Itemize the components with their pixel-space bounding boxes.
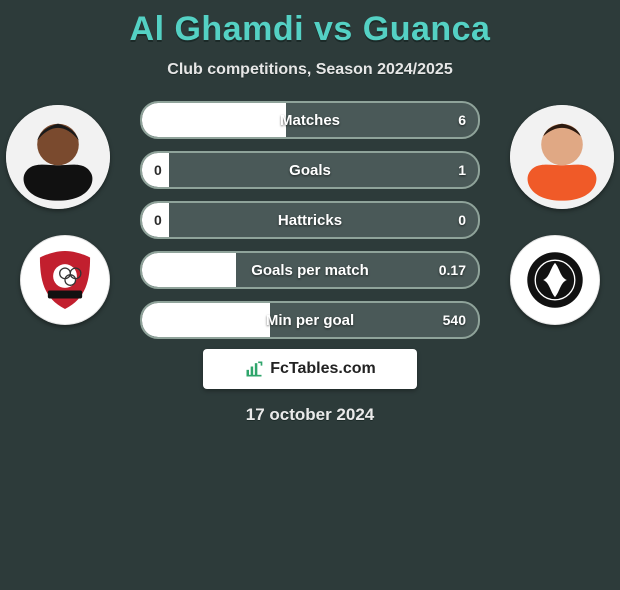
club-right-badge bbox=[510, 235, 600, 325]
stat-row-gpm: Goals per match0.17 bbox=[140, 251, 480, 289]
stat-row-goals: 0Goals1 bbox=[140, 151, 480, 189]
watermark-badge: FcTables.com bbox=[203, 349, 417, 389]
stat-right-value: 540 bbox=[443, 303, 466, 337]
player-left-avatar bbox=[6, 105, 110, 209]
stat-pill-list: Matches60Goals10Hattricks0Goals per matc… bbox=[140, 101, 480, 351]
page-title: Al Ghamdi vs Guanca bbox=[0, 10, 620, 49]
snapshot-date: 17 october 2024 bbox=[0, 405, 620, 425]
chart-bar-icon bbox=[244, 359, 264, 379]
stat-right-value: 1 bbox=[458, 153, 466, 187]
stat-row-hattricks: 0Hattricks0 bbox=[140, 201, 480, 239]
stat-row-matches: Matches6 bbox=[140, 101, 480, 139]
stat-right-value: 0 bbox=[458, 203, 466, 237]
stat-label: Min per goal bbox=[142, 303, 478, 337]
stat-label: Goals bbox=[142, 153, 478, 187]
watermark-text: FcTables.com bbox=[270, 360, 376, 378]
stat-label: Hattricks bbox=[142, 203, 478, 237]
club-right-svg bbox=[522, 247, 588, 313]
club-left-badge bbox=[20, 235, 110, 325]
stat-row-mpg: Min per goal540 bbox=[140, 301, 480, 339]
stat-right-value: 6 bbox=[458, 103, 466, 137]
stat-label: Matches bbox=[142, 103, 478, 137]
player-right-avatar bbox=[510, 105, 614, 209]
player-left-svg bbox=[6, 105, 110, 209]
club-left-svg bbox=[32, 247, 98, 313]
stat-label: Goals per match bbox=[142, 253, 478, 287]
page-subtitle: Club competitions, Season 2024/2025 bbox=[0, 61, 620, 79]
stat-right-value: 0.17 bbox=[439, 253, 466, 287]
player-right-svg bbox=[510, 105, 614, 209]
